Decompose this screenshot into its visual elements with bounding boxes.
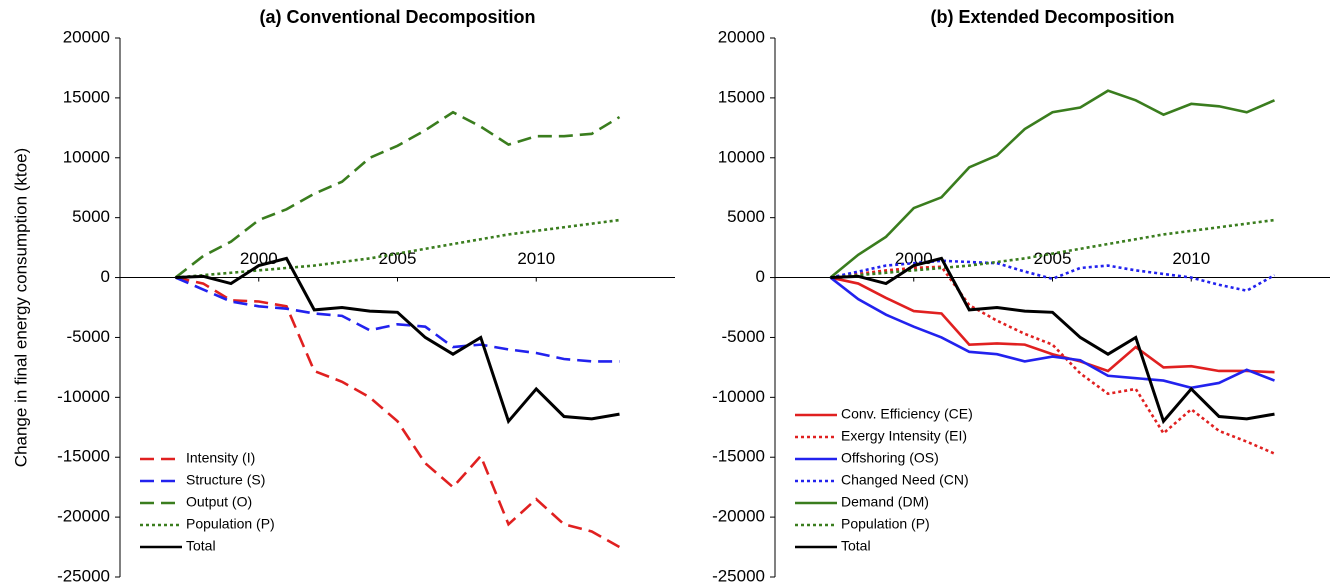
y-tick-label: 5000 — [727, 207, 765, 226]
series-line — [830, 276, 1275, 374]
legend-label: Demand (DM) — [841, 494, 929, 510]
series-line — [830, 256, 1275, 425]
y-tick-label: 10000 — [63, 147, 110, 166]
y-tick-label: -5000 — [722, 327, 765, 346]
y-tick-label: -10000 — [712, 387, 765, 406]
legend-label: Population (P) — [841, 516, 930, 532]
legend-label: Conv. Efficiency (CE) — [841, 406, 973, 422]
series-line — [830, 265, 1276, 455]
legend-label: Intensity (I) — [186, 450, 255, 466]
legend-label: Total — [841, 538, 871, 554]
y-tick-label: -25000 — [712, 566, 765, 585]
legend-label: Total — [186, 538, 216, 554]
y-tick-label: 10000 — [718, 147, 765, 166]
y-tick-label: 20000 — [718, 27, 765, 46]
legend-label: Offshoring (OS) — [841, 450, 939, 466]
y-tick-label: -25000 — [57, 566, 110, 585]
series-line — [174, 276, 620, 363]
series-line — [829, 89, 1276, 279]
chart-title: (a) Conventional Decomposition — [259, 7, 535, 27]
y-tick-label: -10000 — [57, 387, 110, 406]
legend-label: Changed Need (CN) — [841, 472, 969, 488]
series-line — [175, 256, 620, 425]
y-tick-label: 5000 — [72, 207, 110, 226]
y-tick-label: -15000 — [57, 447, 110, 466]
legend-label: Output (O) — [186, 494, 252, 510]
y-axis-label: Change in final energy consumption (ktoe… — [11, 148, 30, 467]
legend-label: Structure (S) — [186, 472, 265, 488]
series-line — [175, 276, 621, 549]
legend-label: Population (P) — [186, 516, 275, 532]
x-tick-label: 2010 — [1172, 249, 1210, 268]
y-tick-label: 0 — [756, 267, 765, 286]
y-tick-label: 15000 — [718, 87, 765, 106]
y-tick-label: -5000 — [67, 327, 110, 346]
y-tick-label: 20000 — [63, 27, 110, 46]
x-tick-label: 2005 — [379, 249, 417, 268]
series-line — [174, 110, 621, 279]
y-tick-label: 15000 — [63, 87, 110, 106]
x-tick-label: 2010 — [517, 249, 555, 268]
series-line — [829, 276, 1275, 390]
y-tick-label: -20000 — [712, 507, 765, 526]
legend-label: Exergy Intensity (EI) — [841, 428, 967, 444]
y-tick-label: 0 — [101, 267, 110, 286]
y-tick-label: -20000 — [57, 507, 110, 526]
chart-title: (b) Extended Decomposition — [930, 7, 1174, 27]
x-tick-label: 2005 — [1034, 249, 1072, 268]
y-tick-label: -15000 — [712, 447, 765, 466]
